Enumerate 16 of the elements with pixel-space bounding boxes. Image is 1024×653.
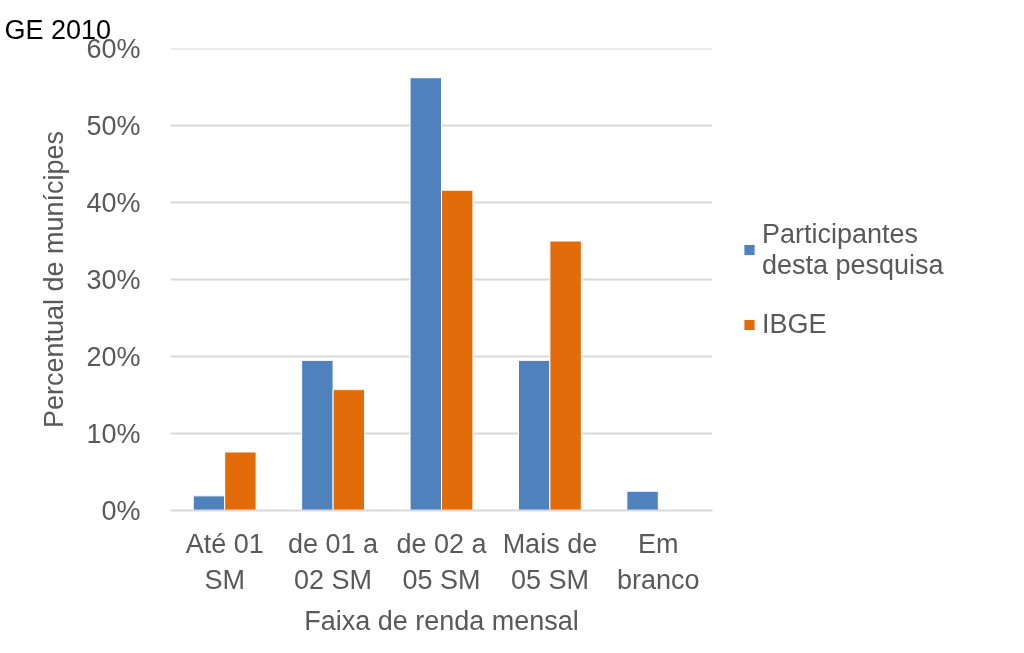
legend-label: Participantes desta pesquisa bbox=[762, 218, 944, 281]
x-axis-title: Faixa de renda mensal bbox=[304, 605, 579, 636]
bar bbox=[626, 490, 659, 511]
x-tick-label: Mais de 05 SM bbox=[502, 528, 598, 595]
y-tick-label: 20% bbox=[86, 341, 141, 372]
y-tick-label: 30% bbox=[86, 264, 141, 295]
x-tick-label: Até 01 SM bbox=[185, 528, 264, 595]
x-tick-label: de 01 a 02 SM bbox=[288, 528, 380, 595]
y-tick-label: 0% bbox=[101, 495, 141, 526]
x-tick-label: de 02 a 05 SM bbox=[396, 528, 488, 595]
legend-label: IBGE bbox=[762, 308, 827, 340]
y-axis-title: Percentual de munícipes bbox=[39, 130, 70, 429]
y-tick-label: 50% bbox=[86, 110, 141, 141]
x-tick-label: Em branco bbox=[617, 528, 700, 595]
y-tick-label: 40% bbox=[86, 187, 141, 218]
y-tick-label: 10% bbox=[86, 418, 141, 449]
